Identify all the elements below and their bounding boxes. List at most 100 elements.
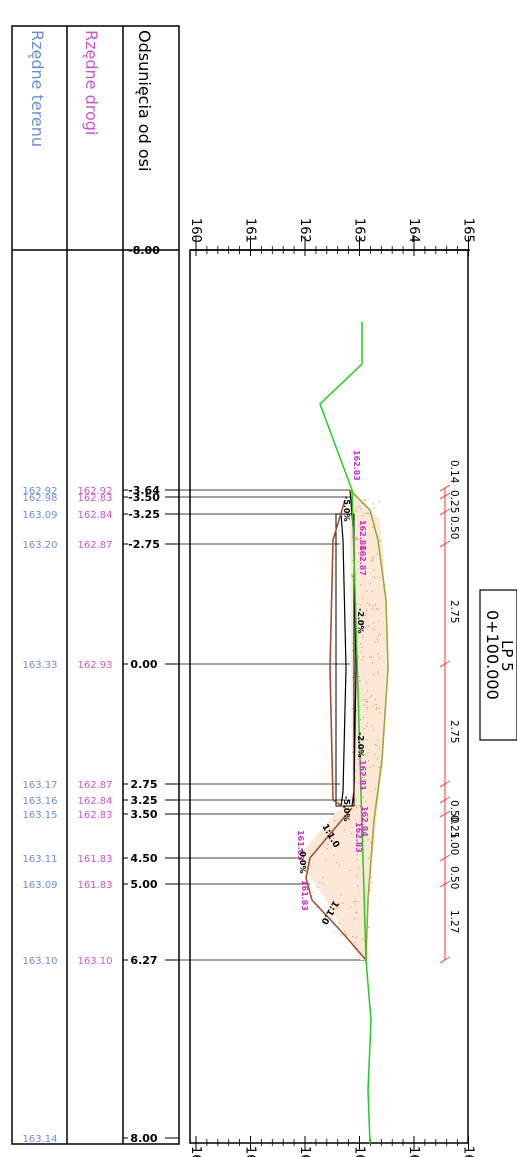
width-value: 2.75: [448, 600, 460, 623]
drop-lines: [179, 489, 366, 961]
slope-label: -0.0%: [298, 848, 307, 874]
hatch-dot: [368, 857, 370, 859]
slope-label: -2.0%: [356, 608, 365, 634]
axis-bottom-label: 16: [188, 1146, 203, 1157]
hatch-dot: [366, 707, 369, 709]
hatch-dot: [363, 545, 365, 548]
row-road-elevation: 162.83: [78, 493, 113, 504]
road-elevation-label: 162.81: [358, 760, 367, 791]
hatch-dot: [361, 625, 363, 627]
hatch-dot: [378, 708, 380, 710]
hatch-dot: [372, 662, 374, 664]
hatch-dot: [355, 539, 357, 541]
hatch-dot: [340, 894, 342, 896]
slope-label: -2.0%: [356, 732, 365, 758]
hatch-dot: [360, 508, 362, 510]
hatch-dot: [379, 747, 381, 749]
row-terrain-elevation: 162.98: [23, 493, 58, 504]
hatch-dot: [363, 704, 365, 706]
embankment-fill: [300, 490, 387, 960]
hatch-dot: [361, 786, 363, 788]
table-border: [11, 25, 180, 1145]
hatch-dot: [365, 754, 367, 756]
hatch-dot: [368, 512, 370, 515]
hatch-dot: [352, 751, 354, 753]
hatch-dot: [356, 807, 358, 809]
hatch-dot: [351, 708, 353, 710]
width-value: 0.25: [448, 490, 460, 513]
hatch-dot: [373, 507, 375, 509]
hatch-dot: [354, 777, 356, 779]
axis-top-label: 160: [188, 218, 203, 243]
row-road-elevation: 161.83: [78, 854, 113, 865]
hatch-dot: [357, 538, 359, 540]
hatch-dot: [362, 796, 364, 798]
row-road-elevation: 162.87: [78, 540, 113, 551]
hatch-dot: [369, 583, 371, 585]
row-terrain-elevation: 163.33: [23, 660, 58, 671]
hatch-dot: [374, 604, 376, 606]
hatch-dot: [364, 614, 366, 617]
hatch-dot: [355, 937, 357, 939]
axis-bottom-label: 16: [243, 1146, 258, 1157]
hatch-dot: [356, 911, 358, 913]
hatch-dot: [371, 557, 373, 559]
hatch-dot: [362, 787, 364, 789]
hatch-dot: [377, 653, 379, 655]
hatch-dot: [358, 676, 360, 678]
hatch-dot: [378, 657, 380, 659]
hatch-dot: [374, 641, 376, 643]
hatch-dot: [352, 936, 354, 938]
hatch-dot: [357, 885, 359, 887]
row-terrain-elevation: 163.20: [23, 540, 58, 551]
hatch-dot: [371, 591, 373, 593]
row-terrain-elevation: 163.16: [23, 796, 58, 807]
hatch-dot: [355, 770, 357, 772]
hatch-dot: [373, 764, 375, 766]
hatch-dot: [376, 638, 378, 640]
hatch-dot: [369, 842, 372, 844]
row-terrain-elevation: 163.09: [23, 510, 58, 521]
dimension-tick: [439, 956, 451, 964]
dimension-tick: [439, 484, 451, 492]
hatch-dot: [357, 758, 359, 760]
row-road-elevation: 162.83: [78, 810, 113, 821]
hatch-dot: [335, 862, 337, 864]
hatch-dot: [377, 739, 379, 741]
width-value: 1.00: [448, 832, 460, 855]
slope-label: -5.0%: [342, 796, 351, 822]
hatch-dot: [362, 636, 364, 638]
hatch-dot: [354, 901, 356, 903]
hatch-dot: [369, 890, 371, 892]
road-elevation-label: 162.83: [354, 822, 363, 853]
hatch-dot: [334, 820, 336, 822]
hatch-dot: [376, 554, 378, 556]
hatch-dot: [362, 767, 365, 769]
hatch-dot: [372, 605, 374, 607]
row-offset: 0.00: [130, 658, 157, 671]
axis-bottom-label: 16: [352, 1146, 367, 1157]
hatch-dot: [367, 760, 370, 762]
hatch-dot: [363, 779, 365, 781]
hatch-dot: [364, 809, 366, 811]
hatch-dot: [351, 560, 353, 562]
hatch-dot: [356, 875, 358, 877]
hatch-dot: [358, 825, 360, 827]
hatch-dot: [355, 799, 357, 801]
row-terrain-elevation: 163.09: [23, 880, 58, 891]
dimension-tick: [439, 540, 451, 548]
dimension-tick: [439, 796, 451, 804]
dimension-tick: [439, 854, 451, 862]
hatch-dot: [355, 536, 357, 538]
hatch-dot: [375, 708, 377, 711]
row-road-elevation: 162.84: [78, 510, 113, 521]
hatch-dot: [377, 673, 380, 675]
hatch-dot: [379, 540, 381, 542]
ditch-outline: [305, 807, 367, 961]
hatch-dot: [374, 753, 376, 755]
hatch-dot: [365, 811, 367, 813]
hatch-dot: [378, 620, 380, 623]
hatch-dot: [365, 800, 367, 802]
row-terrain-elevation: 163.10: [23, 956, 58, 967]
